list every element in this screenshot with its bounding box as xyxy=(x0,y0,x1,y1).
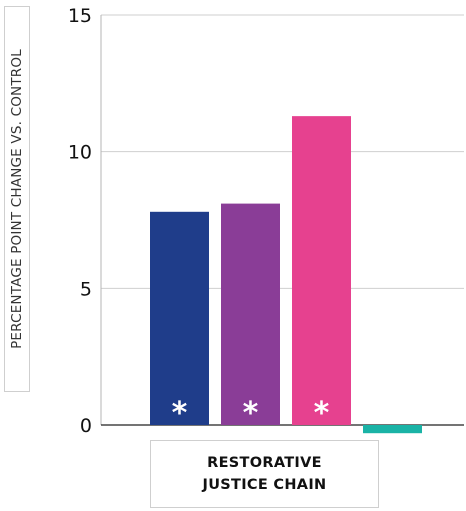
y-tick-labels: 0 5 10 15 xyxy=(68,5,92,437)
x-axis-label-box: RESTORATIVE JUSTICE CHAIN xyxy=(150,440,379,508)
bars xyxy=(150,116,422,434)
x-axis-label-line-1: RESTORATIVE xyxy=(207,455,322,471)
bar xyxy=(221,203,280,425)
y-tick-label: 10 xyxy=(68,142,92,164)
y-axis-label-box: PERCENTAGE POINT CHANGE VS. CONTROL xyxy=(4,6,30,392)
bar xyxy=(292,116,351,425)
x-axis-label-line-2: JUSTICE CHAIN xyxy=(202,477,327,493)
y-tick-label: 5 xyxy=(80,278,92,300)
y-tick-label: 0 xyxy=(80,415,92,437)
significance-asterisk: * xyxy=(172,396,188,431)
significance-asterisk: * xyxy=(314,396,330,431)
bar xyxy=(150,211,209,425)
significance-asterisk: * xyxy=(243,396,259,431)
significance-marks: * * * xyxy=(172,396,330,431)
y-tick-label: 15 xyxy=(68,5,92,27)
x-axis-label: RESTORATIVE JUSTICE CHAIN xyxy=(203,452,327,496)
bar xyxy=(363,425,422,434)
